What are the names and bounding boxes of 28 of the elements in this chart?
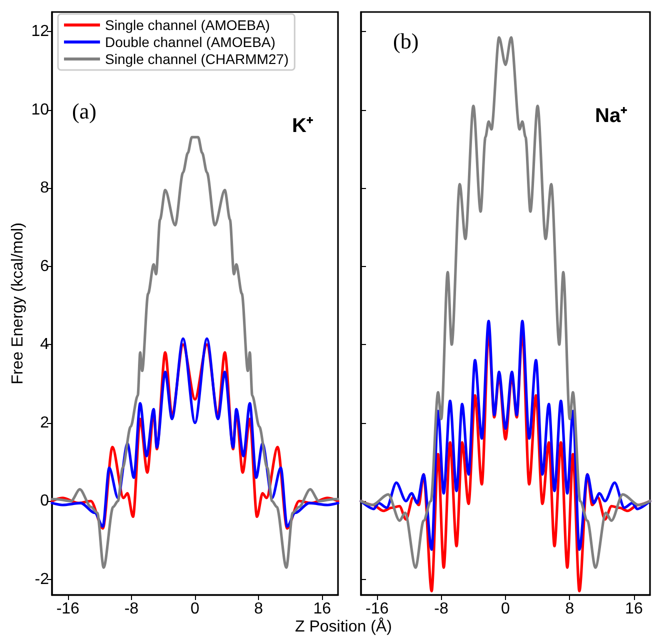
legend-label: Double channel (AMOEBA)	[105, 34, 276, 50]
x-tick-label: -16	[56, 600, 80, 618]
x-tick-label: -8	[124, 600, 139, 618]
x-tick-label: 8	[565, 600, 574, 618]
x-tick-label: 16	[313, 600, 332, 618]
legend-label: Single channel (AMOEBA)	[105, 17, 270, 33]
annotation: K⁺	[292, 115, 314, 137]
y-tick-label: 2	[40, 414, 50, 432]
y-tick-label: 6	[40, 258, 50, 275]
x-tick-label: 0	[190, 600, 200, 618]
legend-label: Single channel (CHARMM27)	[105, 51, 289, 67]
annotation: Na⁺	[595, 105, 628, 127]
y-tick-label: 0	[40, 492, 50, 510]
y-tick-label: 10	[31, 101, 50, 118]
x-tick-label: 0	[501, 600, 510, 618]
y-axis-title: Free Energy (kcal/mol)	[10, 222, 26, 384]
line-series	[50, 136, 340, 569]
x-tick-label: 16	[625, 600, 643, 618]
y-tick-label: -2	[34, 570, 50, 588]
x-axis-title: Z Position (Å)	[294, 618, 392, 636]
annotation: (b)	[393, 28, 419, 54]
y-tick-label: 12	[31, 23, 50, 40]
annotation: (a)	[72, 98, 96, 124]
y-tick-label: 4	[40, 336, 50, 354]
y-tick-label: 8	[40, 180, 50, 197]
x-tick-label: -16	[365, 600, 389, 618]
x-tick-label: -8	[434, 600, 448, 618]
x-tick-label: 8	[254, 600, 264, 618]
